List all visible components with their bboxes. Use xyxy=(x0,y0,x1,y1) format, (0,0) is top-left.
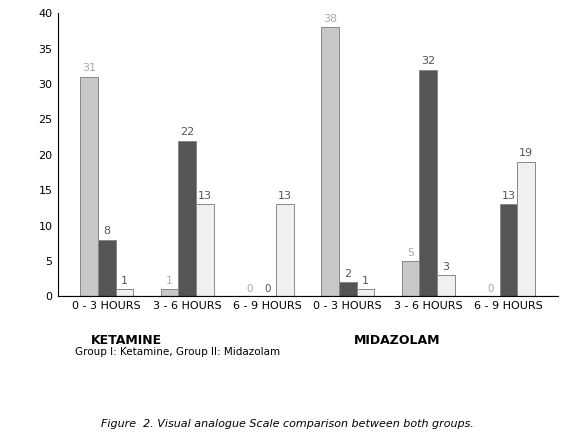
Bar xyxy=(518,162,535,296)
Bar xyxy=(339,283,356,296)
Bar xyxy=(81,77,98,296)
Bar xyxy=(160,290,178,296)
Text: 22: 22 xyxy=(180,127,194,137)
Text: 13: 13 xyxy=(198,191,212,201)
Text: 1: 1 xyxy=(362,276,369,286)
Bar xyxy=(321,27,339,296)
Text: 5: 5 xyxy=(407,248,414,258)
Text: 3: 3 xyxy=(442,262,449,272)
Text: 13: 13 xyxy=(501,191,516,201)
Text: KETAMINE: KETAMINE xyxy=(91,334,162,347)
Text: 8: 8 xyxy=(103,226,110,236)
Text: 38: 38 xyxy=(323,14,337,24)
Text: 0: 0 xyxy=(264,284,271,294)
Bar xyxy=(98,240,116,296)
Bar xyxy=(419,70,437,296)
Text: 0: 0 xyxy=(247,284,253,294)
Bar xyxy=(196,204,214,296)
Bar xyxy=(178,140,196,296)
Text: Figure  2. Visual analogue Scale comparison between both groups.: Figure 2. Visual analogue Scale comparis… xyxy=(101,419,474,429)
Text: 31: 31 xyxy=(82,63,96,73)
Bar xyxy=(401,261,419,296)
Text: 13: 13 xyxy=(278,191,292,201)
Text: 0: 0 xyxy=(488,284,494,294)
Bar xyxy=(437,275,455,296)
Bar xyxy=(116,290,133,296)
Bar xyxy=(277,204,294,296)
Text: Group I: Ketamine, Group II: Midazolam: Group I: Ketamine, Group II: Midazolam xyxy=(75,347,280,357)
Bar xyxy=(356,290,374,296)
Text: MIDAZOLAM: MIDAZOLAM xyxy=(354,334,440,347)
Bar xyxy=(500,204,518,296)
Text: 1: 1 xyxy=(166,276,173,286)
Text: 32: 32 xyxy=(421,56,435,66)
Text: 19: 19 xyxy=(519,148,533,158)
Text: 2: 2 xyxy=(344,269,351,279)
Text: 1: 1 xyxy=(121,276,128,286)
